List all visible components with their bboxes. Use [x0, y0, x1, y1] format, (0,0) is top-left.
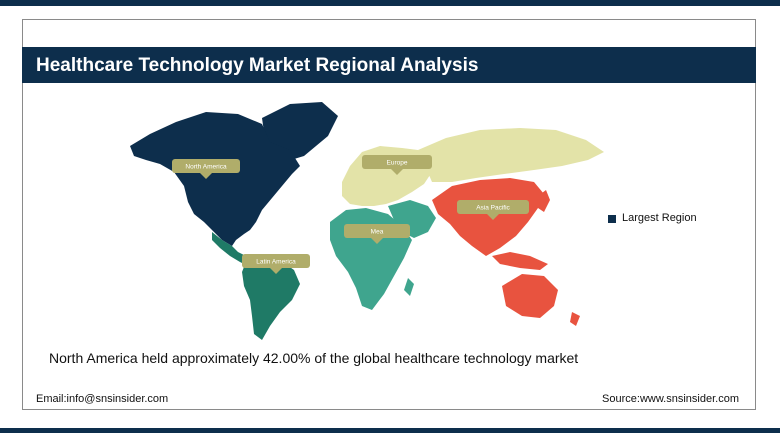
bottom-accent-bar: [0, 428, 780, 433]
content-frame: [22, 19, 756, 410]
headline-stat: North America held approximately 42.00% …: [49, 350, 579, 366]
callout-label-asia-pacific: Asia Pacific: [476, 205, 510, 212]
callout-latin-america: Latin America: [242, 254, 310, 274]
map-region-asia-pacific: [538, 190, 550, 212]
footer-email: Email:info@snsinsider.com: [36, 393, 169, 405]
callout-europe: Europe: [362, 155, 432, 175]
map-region-europe: [418, 128, 604, 182]
legend-label: Largest Region: [622, 212, 697, 224]
map-region-latin-america: [242, 256, 300, 340]
top-accent-bar: [0, 0, 780, 6]
map-region-north-america: [130, 112, 300, 246]
callout-label-latin-america: Latin America: [256, 259, 296, 266]
map-region-asia-pacific: [492, 252, 548, 270]
legend-swatch: [608, 215, 616, 223]
map-region-asia-pacific: [570, 312, 580, 326]
map-region-asia-pacific: [432, 178, 544, 256]
callout-north-america: North America: [172, 159, 240, 179]
title-band: Healthcare Technology Market Regional An…: [22, 47, 756, 83]
footer-source: Source:www.snsinsider.com: [602, 393, 739, 405]
callout-asia-pacific: Asia Pacific: [457, 200, 529, 220]
page-title: Healthcare Technology Market Regional An…: [36, 55, 479, 76]
callout-label-mea: Mea: [371, 229, 384, 236]
map-region-mea: [404, 278, 414, 296]
callout-label-europe: Europe: [387, 160, 408, 167]
callout-mea: Mea: [344, 224, 410, 244]
map-region-asia-pacific: [502, 274, 558, 318]
callout-label-north-america: North America: [185, 164, 227, 171]
